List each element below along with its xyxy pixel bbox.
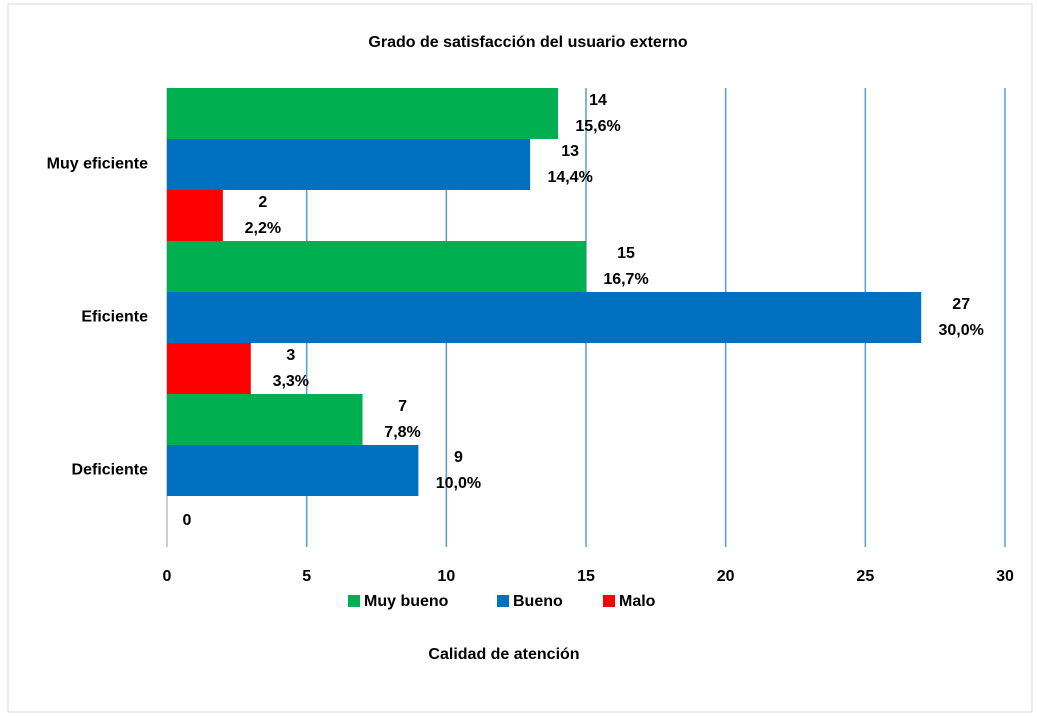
bar xyxy=(167,394,363,445)
y-tick-label: Eficiente xyxy=(81,309,148,326)
data-label: 7,8% xyxy=(384,424,420,441)
data-label: 27 xyxy=(952,296,970,313)
data-label: 3,3% xyxy=(273,373,309,390)
x-tick-label: 30 xyxy=(996,568,1014,585)
bar xyxy=(167,292,922,343)
data-label: 7 xyxy=(398,398,407,415)
data-label: 2 xyxy=(258,194,267,211)
data-label: 3 xyxy=(286,347,295,364)
data-label: 13 xyxy=(561,143,579,160)
data-label: 15,6% xyxy=(575,118,620,135)
legend-swatch xyxy=(603,595,615,607)
legend-swatch xyxy=(497,595,509,607)
data-label: 14,4% xyxy=(547,169,592,186)
legend-label: Muy bueno xyxy=(364,593,449,610)
legend-label: Bueno xyxy=(513,593,563,610)
data-label: 2,2% xyxy=(245,220,281,237)
data-label: 10,0% xyxy=(436,475,481,492)
data-label: 14 xyxy=(589,92,607,109)
x-tick-label: 10 xyxy=(437,568,455,585)
legend-label: Malo xyxy=(619,593,656,610)
data-label: 30,0% xyxy=(939,322,984,339)
chart-title: Grado de satisfacción del usuario extern… xyxy=(368,34,687,51)
bar xyxy=(167,88,559,139)
x-tick-label: 15 xyxy=(577,568,595,585)
data-label: 9 xyxy=(454,449,463,466)
y-tick-label: Deficiente xyxy=(72,462,149,479)
axis-title: Calidad de atención xyxy=(428,646,579,663)
x-tick-label: 20 xyxy=(717,568,735,585)
legend-swatch xyxy=(348,595,360,607)
bar xyxy=(167,190,223,241)
bar xyxy=(167,445,419,496)
data-label: 16,7% xyxy=(603,271,648,288)
x-tick-label: 0 xyxy=(163,568,172,585)
y-tick-label: Muy eficiente xyxy=(47,156,148,173)
bar xyxy=(167,139,531,190)
data-label: 0 xyxy=(183,512,192,529)
x-tick-label: 25 xyxy=(856,568,874,585)
bar xyxy=(167,343,251,394)
data-label: 15 xyxy=(617,245,635,262)
x-tick-label: 5 xyxy=(302,568,311,585)
bar xyxy=(167,241,586,292)
